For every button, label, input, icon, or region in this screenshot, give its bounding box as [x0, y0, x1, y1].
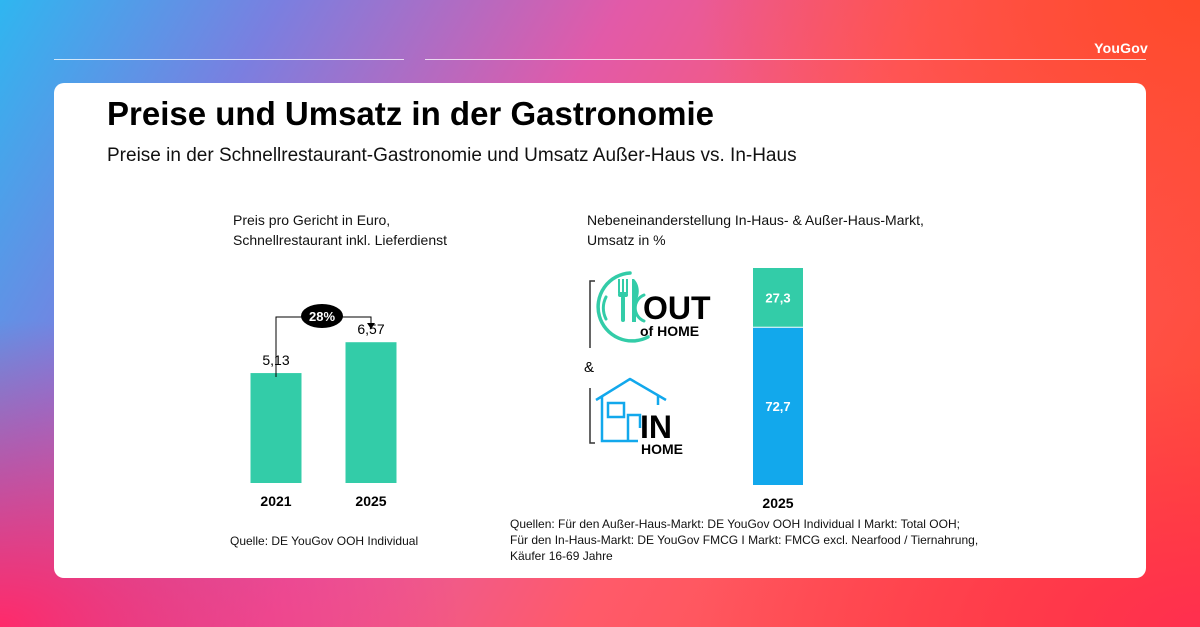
change-badge-label: 28%: [309, 309, 335, 324]
page-subtitle: Preise in der Schnellrestaurant-Gastrono…: [107, 145, 797, 166]
price-bar-2021: [250, 373, 302, 483]
price-bar-2025: [345, 342, 397, 483]
market-segment-label-in-home: 72,7: [765, 399, 790, 414]
market-segment-label-out-of-home: 27,3: [765, 291, 790, 306]
market-chart-source-line-2: Für den In-Haus-Markt: DE YouGov FMCG I …: [510, 533, 979, 547]
page-title: Preise und Umsatz in der Gastronomie: [107, 95, 714, 132]
price-chart-source: Quelle: DE YouGov OOH Individual: [230, 534, 419, 548]
content-card: Preise und Umsatz in der Gastronomie Pre…: [54, 83, 1146, 578]
legend-in-label: IN: [640, 409, 672, 445]
price-chart-caption-line-1: Preis pro Gericht in Euro,: [233, 212, 391, 228]
legend-in-sublabel: HOME: [641, 441, 683, 457]
header-divider-right: [425, 59, 1146, 60]
legend-ampersand: &: [584, 359, 594, 376]
market-segment-out-of-home: [753, 268, 803, 328]
market-chart-caption-line-2: Umsatz in %: [587, 232, 666, 248]
change-badge: [301, 304, 343, 328]
header-divider-left: [54, 59, 404, 60]
market-stacked-bar-chart: 72,7 27,3 2025: [753, 268, 803, 511]
change-bracket: 28%: [275, 304, 375, 377]
market-legend: OUT of HOME & IN HOME: [584, 271, 711, 457]
price-chart-caption-line-2: Schnellrestaurant inkl. Lieferdienst: [233, 232, 448, 248]
cutlery-icon: [596, 271, 650, 343]
market-segment-in-home: [753, 327, 803, 485]
market-chart-source: Quellen: Für den Außer-Haus-Markt: DE Yo…: [510, 516, 978, 564]
market-chart-caption-line-1: Nebeneinanderstellung In-Haus- & Außer-H…: [587, 212, 924, 228]
brand-logo: YouGov: [1094, 40, 1148, 56]
market-chart-source-line-3: Käufer 16-69 Jahre: [510, 549, 613, 563]
legend-bracket-top: [589, 280, 595, 348]
legend-out-label: OUT: [643, 290, 711, 326]
price-category-label-2021: 2021: [260, 493, 291, 509]
legend-out-sublabel: of HOME: [640, 323, 699, 339]
market-chart-source-line-1: Quellen: Für den Außer-Haus-Markt: DE Yo…: [510, 517, 960, 531]
price-chart-caption: Preis pro Gericht in Euro, Schnellrestau…: [233, 210, 447, 250]
change-arrowhead-icon: [367, 323, 375, 329]
price-category-label-2025: 2025: [355, 493, 386, 509]
legend-bracket-bottom: [589, 388, 595, 444]
market-chart-caption: Nebeneinanderstellung In-Haus- & Außer-H…: [587, 210, 924, 250]
house-icon: [595, 377, 667, 443]
price-value-label-2025: 6,57: [357, 321, 384, 337]
market-category-label-2025: 2025: [762, 495, 793, 511]
